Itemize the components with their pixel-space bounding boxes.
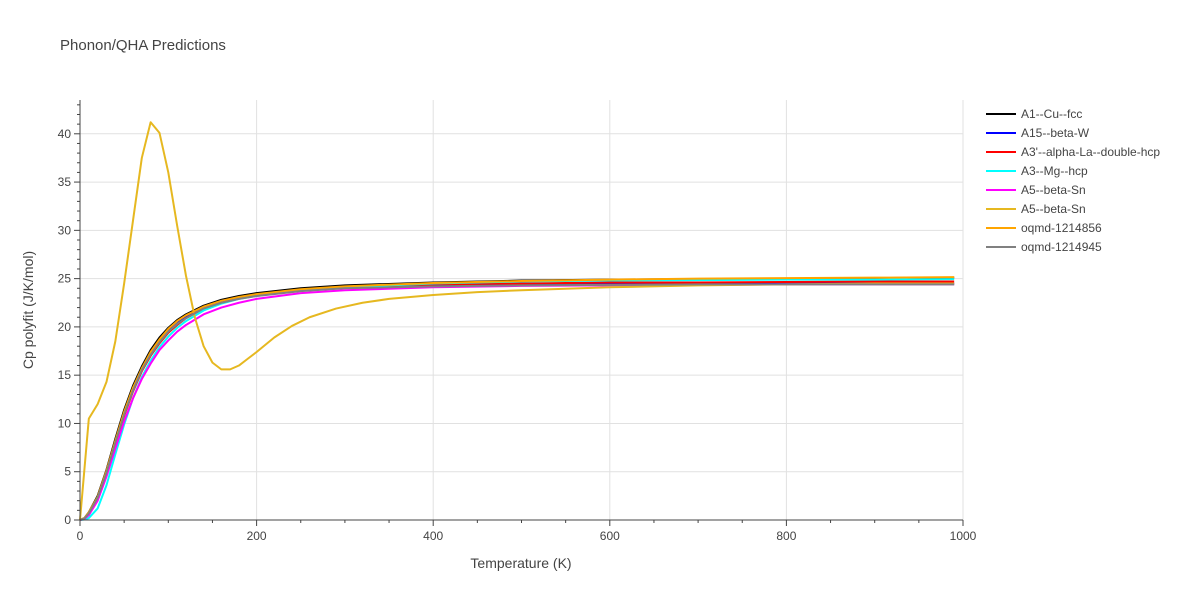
x-tick-label: 600 <box>600 529 620 543</box>
legend-item[interactable]: A1--Cu--fcc <box>986 107 1082 121</box>
y-axis-title: Cp polyfit (J/K/mol) <box>20 251 36 369</box>
series-line-5 <box>79 283 955 521</box>
legend-item[interactable]: A5--beta-Sn <box>986 183 1086 197</box>
legend-label: oqmd-1214945 <box>1021 240 1102 254</box>
y-tick-label: 10 <box>58 416 72 430</box>
series-line-2 <box>79 282 955 521</box>
y-tick-label: 15 <box>58 368 72 382</box>
legend-label: A3'--alpha-La--double-hcp <box>1021 145 1160 159</box>
y-tick-label: 35 <box>58 175 72 189</box>
series-line-6 <box>79 121 955 521</box>
legend-item[interactable]: A3--Mg--hcp <box>986 164 1088 178</box>
x-axis-title: Temperature (K) <box>470 555 571 571</box>
series-line-1 <box>79 276 955 521</box>
legend-item[interactable]: oqmd-1214856 <box>986 221 1102 235</box>
series-line-7 <box>79 276 955 521</box>
legend[interactable]: A1--Cu--fcc A15--beta-W A3'--alpha-La--dou… <box>986 107 1160 254</box>
series-line-4 <box>79 278 955 521</box>
legend-label: A3--Mg--hcp <box>1021 164 1088 178</box>
legend-label: A1--Cu--fcc <box>1021 107 1082 121</box>
legend-item[interactable]: A15--beta-W <box>986 126 1090 140</box>
x-tick-label: 200 <box>247 529 267 543</box>
series-line-3 <box>79 280 955 521</box>
legend-label: A5--beta-Sn <box>1021 183 1086 197</box>
legend-item[interactable]: oqmd-1214945 <box>986 240 1102 254</box>
y-tick-label: 30 <box>58 223 72 237</box>
legend-item[interactable]: A5--beta-Sn <box>986 202 1086 216</box>
y-tick-label: 20 <box>58 320 72 334</box>
y-tick-label: 25 <box>58 272 72 286</box>
legend-label: A5--beta-Sn <box>1021 202 1086 216</box>
y-tick-label: 5 <box>64 465 71 479</box>
series-layer <box>79 121 955 521</box>
y-tick-label: 0 <box>64 513 71 527</box>
y-tick-label: 40 <box>58 127 72 141</box>
legend-item[interactable]: A3'--alpha-La--double-hcp <box>986 145 1160 159</box>
chart-title: Phonon/QHA Predictions <box>60 37 226 54</box>
x-tick-label: 400 <box>423 529 443 543</box>
x-tick-label: 1000 <box>950 529 977 543</box>
axes-layer: 0 200 400 600 800 1000 0 5 10 15 20 25 30 35 40 <box>58 100 977 543</box>
series-line-8 <box>79 283 955 521</box>
x-tick-label: 0 <box>77 529 84 543</box>
legend-label: A15--beta-W <box>1021 126 1090 140</box>
x-tick-label: 800 <box>776 529 796 543</box>
legend-label: oqmd-1214856 <box>1021 221 1102 235</box>
